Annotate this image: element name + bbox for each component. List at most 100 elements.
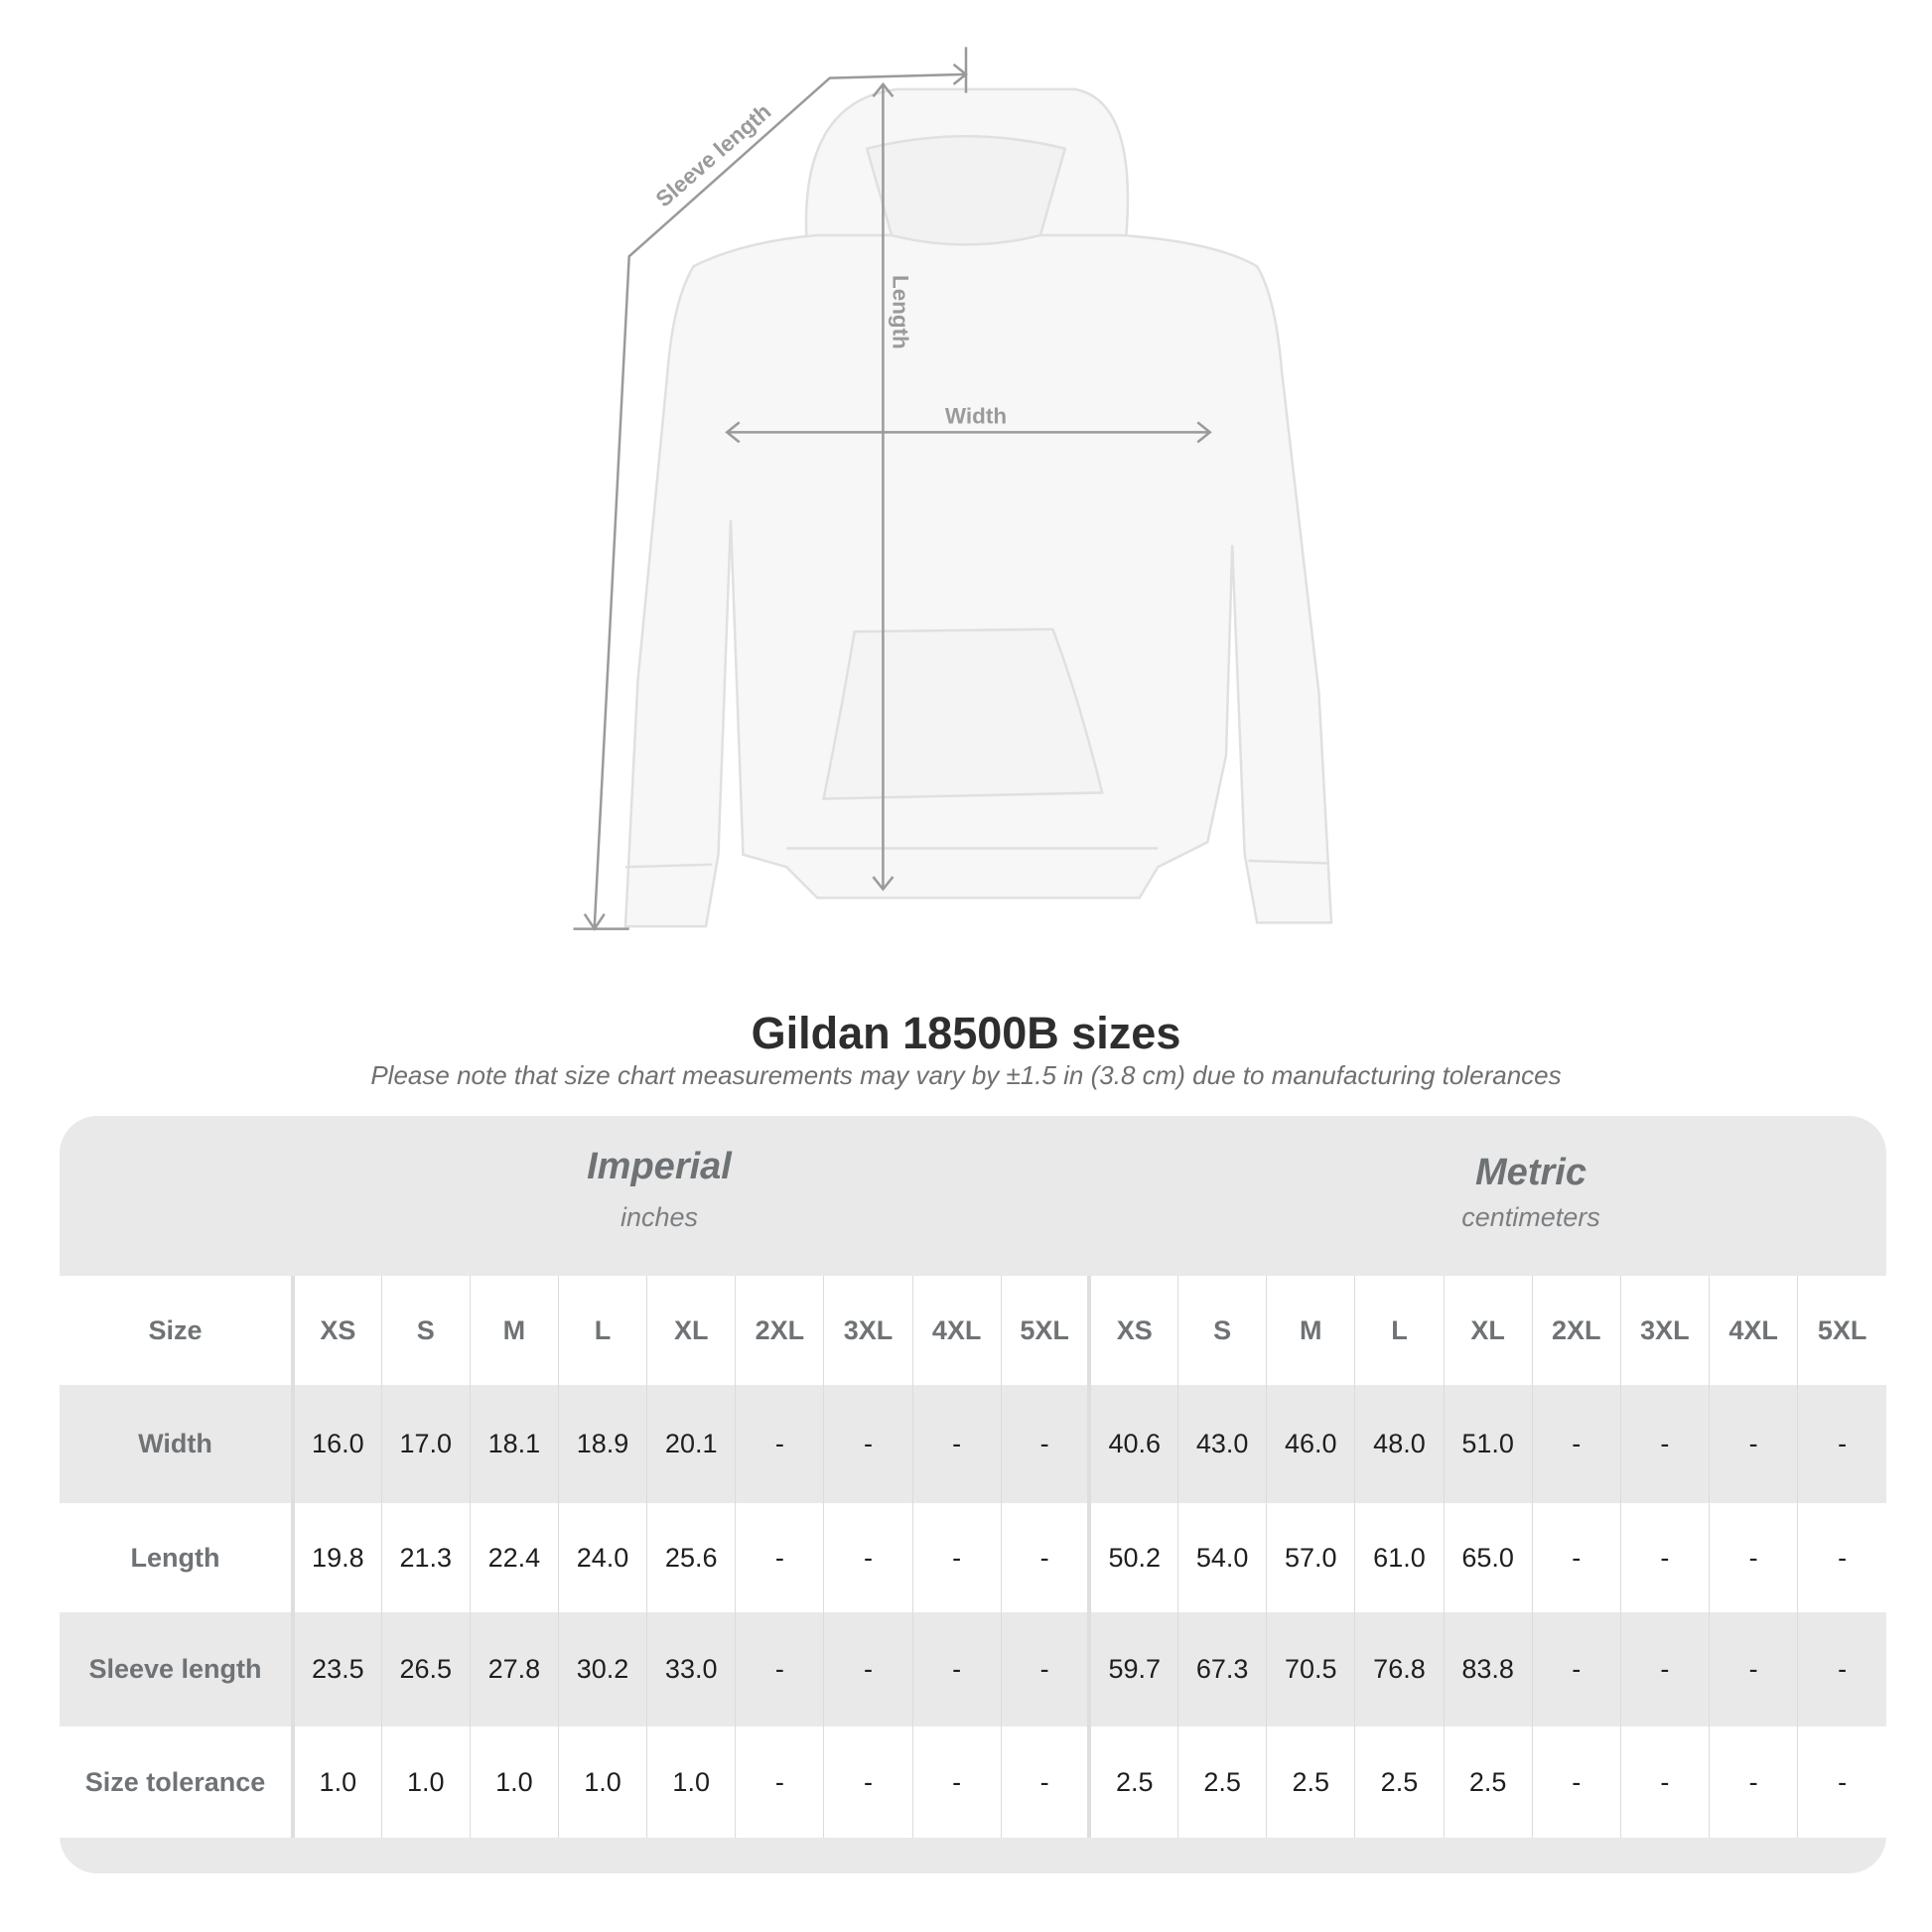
imperial-title: Imperial [587,1146,732,1187]
metric-value-cell: - [1797,1726,1886,1838]
metric-value-cell: - [1708,1503,1798,1612]
size-row-label: Size [60,1276,295,1385]
metric-size-header-l: L [1354,1276,1445,1385]
imperial-value-cell: - [735,1503,824,1612]
metric-size-header-5xl: 5XL [1797,1276,1886,1385]
metric-value-cell: 2.5 [1266,1726,1355,1838]
imperial-value-cell: - [1000,1385,1090,1503]
imperial-value-cell: 33.0 [646,1612,736,1726]
imperial-value-cell: - [1000,1612,1090,1726]
metric-title: Metric [1475,1152,1587,1193]
row-label: Sleeve length [60,1612,295,1726]
metric-value-cell: 67.3 [1177,1612,1267,1726]
metric-value-cell: - [1708,1385,1798,1503]
imperial-value-cell: 1.0 [469,1726,559,1838]
size-header-row: Size XS S M L XL 2XL 3XL 4XL 5XL XS S M L XL 2XL 3XL 4XL 5… [60,1276,1886,1385]
metric-value-cell: - [1619,1726,1710,1838]
metric-value-cell: 43.0 [1177,1385,1267,1503]
sleeve-length-line [573,47,968,931]
imperial-size-header-l: L [557,1276,647,1385]
imperial-value-cell: - [823,1503,913,1612]
metric-value-cell: 46.0 [1266,1385,1355,1503]
metric-value-cell: 51.0 [1443,1385,1533,1503]
imperial-value-cell: 19.8 [292,1503,382,1612]
width-label: Width [945,404,1007,429]
hoodie-measurement-diagram: Sleeve length Length Width [573,47,1333,931]
measurement-lines [573,47,1212,931]
metric-value-cell: - [1531,1385,1621,1503]
metric-value-cell: 2.5 [1443,1726,1533,1838]
table-row: Sleeve length 23.5 26.5 27.8 30.2 33.0- - - -59.… [60,1612,1886,1726]
metric-value-cell: - [1708,1726,1798,1838]
metric-value-cell: 2.5 [1087,1726,1178,1838]
metric-value-cell: 70.5 [1266,1612,1355,1726]
imperial-value-cell: - [1000,1726,1090,1838]
imperial-value-cell: 22.4 [469,1503,559,1612]
imperial-value-cell: 25.6 [646,1503,736,1612]
metric-unit: centimeters [1461,1202,1600,1232]
imperial-value-cell: - [735,1612,824,1726]
imperial-size-header-3xl: 3XL [823,1276,913,1385]
metric-size-header-4xl: 4XL [1708,1276,1798,1385]
metric-value-cell: - [1619,1503,1710,1612]
metric-value-cell: 54.0 [1177,1503,1267,1612]
metric-size-header-m: M [1266,1276,1355,1385]
metric-value-cell: 59.7 [1087,1612,1178,1726]
metric-size-header-xs: XS [1087,1276,1178,1385]
metric-size-header-xl: XL [1443,1276,1533,1385]
metric-value-cell: - [1797,1612,1886,1726]
metric-value-cell: 2.5 [1177,1726,1267,1838]
length-label: Length [888,275,912,349]
row-label: Width [60,1385,295,1503]
metric-value-cell: 2.5 [1354,1726,1445,1838]
metric-value-cell: 48.0 [1354,1385,1445,1503]
width-line [725,421,1212,444]
imperial-unit: inches [620,1202,699,1232]
metric-header: Metric centimeters [1233,1152,1829,1233]
imperial-value-cell: - [1000,1503,1090,1612]
metric-value-cell: - [1797,1503,1886,1612]
metric-value-cell: 40.6 [1087,1385,1178,1503]
row-label: Size tolerance [60,1726,295,1838]
imperial-value-cell: - [735,1385,824,1503]
imperial-value-cell: - [911,1385,1002,1503]
table-row: Length 19.8 21.3 22.4 24.0 25.6- - - -50.2 54.0 57… [60,1503,1886,1612]
imperial-size-header-2xl: 2XL [735,1276,824,1385]
metric-value-cell: 83.8 [1443,1612,1533,1726]
imperial-value-cell: 1.0 [292,1726,382,1838]
metric-size-header-3xl: 3XL [1619,1276,1710,1385]
hoodie-illustration [623,87,1333,928]
imperial-value-cell: 1.0 [557,1726,647,1838]
imperial-size-header-4xl: 4XL [911,1276,1002,1385]
imperial-value-cell: - [735,1726,824,1838]
metric-value-cell: 76.8 [1354,1612,1445,1726]
imperial-value-cell: - [823,1385,913,1503]
imperial-value-cell: 18.9 [557,1385,647,1503]
metric-value-cell: - [1531,1503,1621,1612]
imperial-value-cell: - [911,1503,1002,1612]
imperial-value-cell: 24.0 [557,1503,647,1612]
page-title: Gildan 18500B sizes [751,1008,1181,1058]
metric-value-cell: - [1531,1612,1621,1726]
sleeve-length-label: Sleeve length [651,99,776,212]
metric-value-cell: - [1531,1726,1621,1838]
imperial-value-cell: 27.8 [469,1612,559,1726]
imperial-value-cell: 26.5 [380,1612,471,1726]
imperial-value-cell: 23.5 [292,1612,382,1726]
metric-value-cell: - [1797,1385,1886,1503]
metric-value-cell: 50.2 [1087,1503,1178,1612]
imperial-value-cell: - [823,1726,913,1838]
imperial-value-cell: 21.3 [380,1503,471,1612]
hoodie-pocket [822,627,1104,800]
imperial-value-cell: 17.0 [380,1385,471,1503]
hoodie-left-cuff [624,863,713,869]
table-row: Size tolerance 1.0 1.0 1.0 1.0 1.0- - - -2.5 2.5 2… [60,1726,1886,1838]
hoodie-body [623,233,1333,928]
table-row: Width 16.0 17.0 18.1 18.9 20.1- - - -40.6 43.0 46.… [60,1385,1886,1503]
imperial-value-cell: 1.0 [646,1726,736,1838]
hoodie-right-cuff [1248,859,1329,865]
tolerance-note: Please note that size chart measurements… [370,1060,1562,1090]
imperial-size-header-m: M [469,1276,559,1385]
imperial-value-cell: 18.1 [469,1385,559,1503]
imperial-size-header-xs: XS [292,1276,382,1385]
